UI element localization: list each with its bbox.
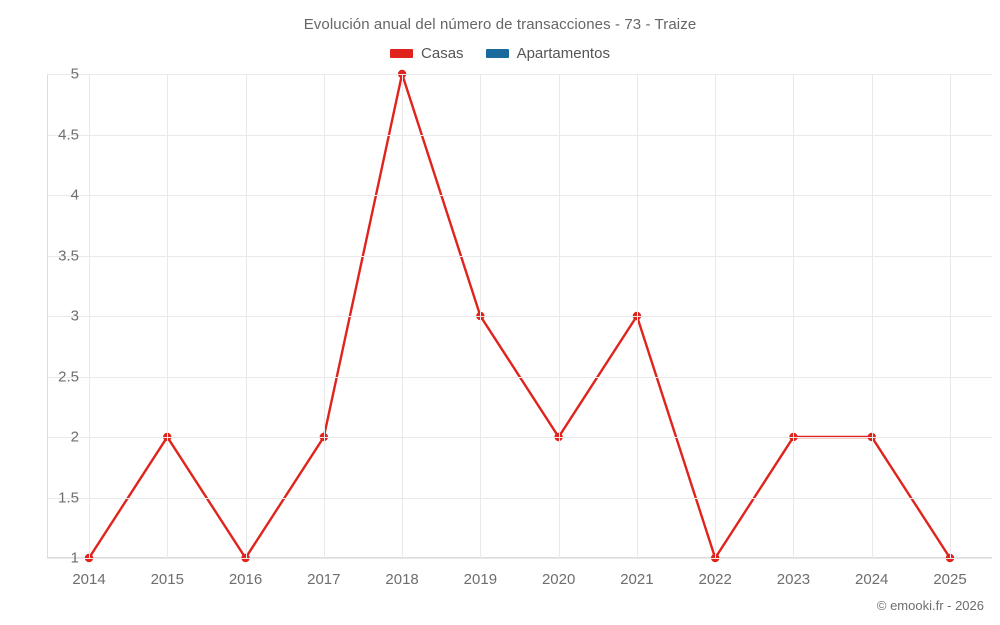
grid-line-vertical [245,74,247,558]
grid-line-vertical [793,74,795,558]
grid-line-horizontal [47,437,992,438]
grid-line-vertical [89,74,90,558]
legend-item-label: Casas [421,45,464,62]
plot-area: 1 1.5 2 2.5 3 3.5 4 4.5 5 2014 2015 2016 2017 2018 201… [47,66,992,588]
grid-line-horizontal [47,376,992,378]
legend-item-label: Apartamentos [516,45,610,62]
grid-line-horizontal [47,74,992,75]
grid-line-horizontal [47,497,992,499]
chart-title: Evolución anual del número de transaccio… [303,16,697,33]
grid-line-vertical [167,74,169,558]
x-axis-tick-label: 2017 [307,571,341,588]
x-axis-tick-label: 2014 [72,571,106,588]
grid-line-horizontal [47,255,992,257]
legend-swatch-icon [485,49,509,58]
x-axis-tick-label: 2018 [385,571,419,588]
x-axis-tick-label: 2020 [541,571,576,588]
x-axis-tick-label: 2022 [698,571,732,588]
y-axis-tick-label: 1 [70,549,79,567]
grid-line-horizontal [47,195,992,196]
grid-line-vertical [402,74,404,558]
data-point-marker[interactable] [241,553,250,563]
legend-swatch-icon [390,49,414,58]
x-axis-tick-label: 2025 [933,571,967,588]
y-axis-tick-label: 5 [70,65,79,83]
grid-line-horizontal [47,558,992,559]
grid-line-vertical [871,74,873,558]
x-axis-tick-label: 2024 [855,571,889,588]
chart-legend: Casas Apartamentos [0,45,1000,62]
grid-line-horizontal [47,134,992,136]
y-axis-tick-label: 3 [70,307,79,325]
y-axis-tick-label: 3.5 [58,247,79,264]
y-axis-tick-label: 4 [70,186,79,204]
x-axis-tick-label: 2016 [228,571,263,588]
x-axis-line [47,557,992,558]
data-point-marker[interactable] [945,553,955,563]
y-axis-tick-label: 4.5 [58,126,79,143]
x-axis-tick-label: 2019 [463,571,498,588]
y-axis-tick-label: 2 [70,428,79,446]
legend-item-apartamentos[interactable]: Apartamentos [485,45,610,62]
grid-line-vertical [323,74,325,558]
x-axis-tick-label: 2023 [776,571,811,588]
footer-credit: © emooki.fr - 2026 [876,598,984,613]
x-axis-tick-label: 2021 [620,571,654,588]
grid-line-vertical [715,74,717,558]
legend-item-casas[interactable]: Casas [390,45,464,62]
y-axis-tick-label: 1.5 [58,489,79,506]
grid-line-vertical [558,74,560,558]
data-point-marker[interactable] [84,553,94,563]
grid-line-vertical [636,74,638,558]
x-axis-tick-label: 2015 [150,571,184,588]
y-axis-tick-label: 2.5 [58,368,79,385]
grid-line-horizontal [47,316,992,317]
grid-line-vertical [950,74,951,558]
data-point-marker[interactable] [710,553,720,563]
grid-line-vertical [480,74,482,558]
